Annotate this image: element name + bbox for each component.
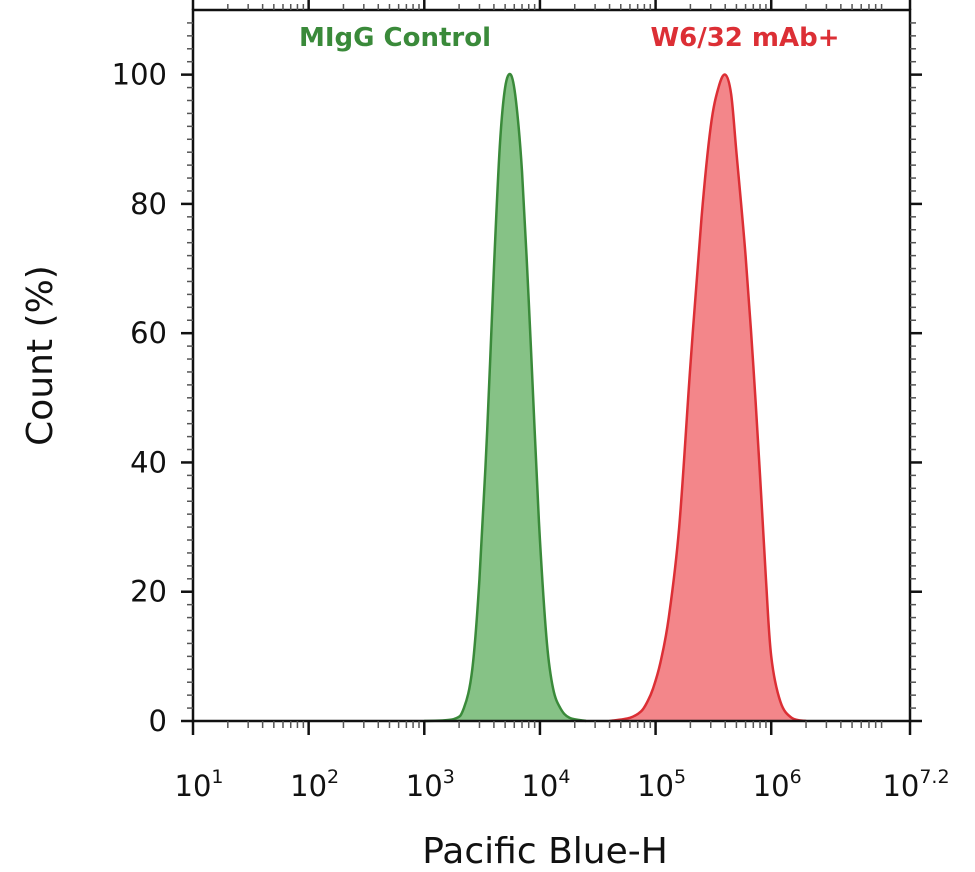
x-tick-exponent: 5 [674, 766, 686, 788]
x-tick-base: 10 [406, 769, 443, 803]
y-tick-label: 40 [130, 445, 167, 479]
y-tick-label: 80 [130, 187, 167, 221]
plot-series [424, 72, 807, 723]
plot-frame [191, 8, 912, 723]
x-tick-exponent: 1 [211, 766, 223, 788]
x-tick-label: 104 [521, 766, 570, 803]
x-tick-base: 10 [753, 769, 790, 803]
series-area-w6-32-mab [609, 74, 807, 722]
x-tick-base: 10 [290, 769, 327, 803]
plot-labels: MIgG Control W6/32 mAb+ Pacific Blue-H Coun… [20, 23, 840, 872]
y-tick-label: 0 [149, 704, 167, 738]
x-axis-title: Pacific Blue-H [422, 831, 668, 872]
x-tick-base: 10 [637, 769, 674, 803]
x-tick-label: 105 [637, 766, 686, 803]
y-tick-label: 100 [112, 58, 167, 92]
y-tick-label: 20 [130, 575, 167, 609]
x-tick-label: 106 [753, 766, 802, 803]
series-line-migg-control [424, 72, 587, 723]
x-tick-label: 107.2 [882, 766, 949, 803]
x-tick-base: 10 [175, 769, 212, 803]
x-tick-base: 10 [882, 769, 919, 803]
series-line-w6-32-mab [609, 73, 807, 723]
x-tick-exponent: 7.2 [919, 766, 949, 788]
series-label-w6-32-mab: W6/32 mAb+ [650, 23, 839, 53]
y-axis-title: Count (%) [20, 265, 61, 446]
x-tick-label: 101 [175, 766, 224, 803]
series-label-migg-control: MIgG Control [299, 23, 491, 53]
x-tick-exponent: 4 [558, 766, 570, 788]
plot-axes [191, 8, 912, 723]
x-tick-base: 10 [521, 769, 558, 803]
x-tick-exponent: 3 [443, 766, 455, 788]
x-tick-exponent: 2 [327, 766, 339, 788]
x-tick-label: 103 [406, 766, 455, 803]
y-tick-label: 60 [130, 316, 167, 350]
series-area-migg-control [424, 74, 586, 721]
x-tick-exponent: 6 [790, 766, 802, 788]
x-tick-label: 102 [290, 766, 339, 803]
